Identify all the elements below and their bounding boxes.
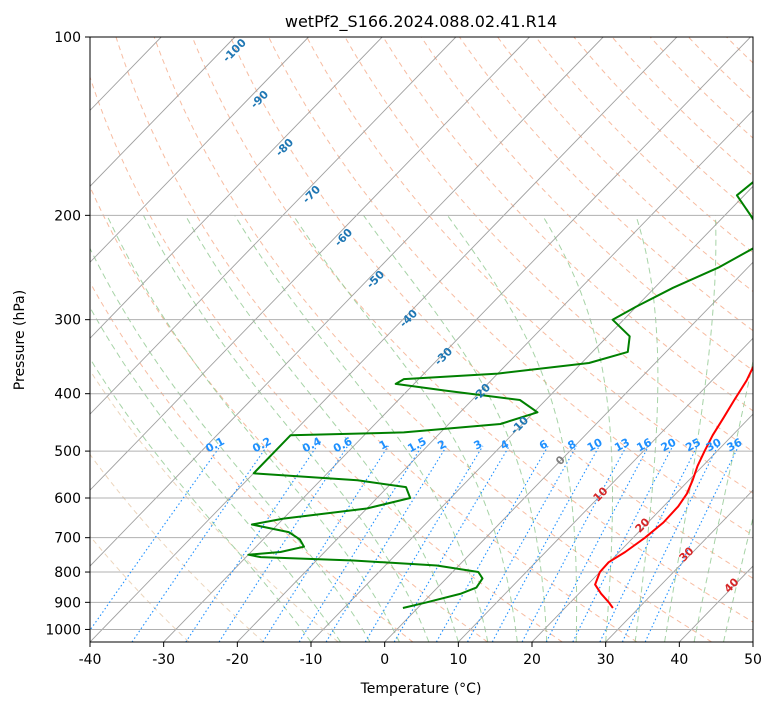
y-axis-title: Pressure (hPa) bbox=[12, 290, 28, 390]
mixing-ratio-line bbox=[521, 445, 628, 642]
x-axis-title: Temperature (°C) bbox=[360, 681, 482, 697]
x-tick-label: -10 bbox=[300, 652, 323, 668]
y-tick-label: 800 bbox=[54, 565, 81, 581]
y-tick-label: 600 bbox=[54, 491, 81, 507]
moist-adiabat-line bbox=[234, 215, 489, 642]
mixing-ratio-label: 30 bbox=[704, 436, 724, 455]
moist-adiabat-line bbox=[446, 215, 578, 642]
isotherms bbox=[90, 37, 753, 642]
moist-adiabat-line bbox=[90, 306, 341, 642]
moist-adiabat-line bbox=[106, 215, 400, 642]
y-tick-label: 1000 bbox=[45, 622, 81, 638]
dry-adiabat-line bbox=[115, 37, 638, 642]
mixing-ratio-line bbox=[545, 445, 650, 642]
mixing-ratio-line bbox=[393, 445, 510, 642]
y-axis-ticks: 100 200 300 400 500 600 700 800 900 1000 bbox=[45, 30, 90, 638]
x-tick-label: 50 bbox=[744, 652, 762, 668]
dry-adiabat-line bbox=[90, 535, 190, 642]
mixing-ratio-label: 16 bbox=[634, 436, 654, 455]
mixing-ratio-line bbox=[435, 445, 549, 642]
dry-adiabat-line bbox=[90, 75, 563, 642]
dry-adiabat-line bbox=[573, 37, 753, 215]
isotherm-line bbox=[310, 185, 753, 642]
dry-adiabat-line bbox=[611, 37, 753, 177]
mixing-ratio-line bbox=[572, 445, 674, 642]
mixing-ratio-lines bbox=[90, 445, 740, 642]
dry-adiabat-line bbox=[268, 37, 753, 536]
x-tick-label: 0 bbox=[380, 652, 389, 668]
moist-adiabat-line bbox=[184, 215, 459, 642]
mixing-ratio-line bbox=[185, 445, 318, 642]
isotherm-line bbox=[90, 37, 457, 415]
x-tick-label: -20 bbox=[226, 652, 249, 668]
isotherm-line bbox=[90, 37, 678, 642]
isotherm-line bbox=[163, 37, 751, 642]
mixing-ratio-line bbox=[644, 445, 740, 642]
mixing-ratio-label: 13 bbox=[612, 436, 632, 455]
isotherm-line bbox=[90, 37, 530, 491]
dry-adiabat-line bbox=[306, 37, 753, 494]
x-axis-ticks: -40 -30 -20 -10 0 10 20 30 40 50 bbox=[79, 642, 762, 668]
dry-adiabat-line bbox=[153, 37, 712, 642]
isotherm-line bbox=[237, 109, 753, 642]
mixing-ratio-label: 25 bbox=[683, 436, 703, 455]
x-tick-label: -30 bbox=[152, 652, 175, 668]
y-tick-label: 300 bbox=[54, 313, 81, 329]
isotherm-line bbox=[531, 413, 753, 642]
dry-adiabat-line bbox=[191, 37, 753, 623]
isotherm-line bbox=[90, 37, 383, 339]
dry-adiabat-line bbox=[458, 37, 753, 332]
x-tick-label: 40 bbox=[670, 652, 688, 668]
isotherm-line bbox=[90, 37, 236, 187]
dry-adiabat-line bbox=[420, 37, 753, 372]
temperature-line bbox=[594, 364, 753, 609]
y-tick-label: 200 bbox=[54, 208, 81, 224]
dry-adiabat-line bbox=[382, 37, 753, 412]
moist-adiabat-line bbox=[90, 357, 312, 642]
moist-adiabat-line bbox=[634, 215, 659, 642]
mixing-ratio-line bbox=[491, 445, 600, 642]
isotherm-line bbox=[384, 261, 753, 642]
moist-adiabat-line bbox=[363, 215, 548, 642]
dry-adiabat-line bbox=[90, 185, 488, 642]
mixing-ratio-line bbox=[262, 445, 389, 642]
dry-adiabat-line bbox=[230, 37, 753, 579]
x-tick-label: 10 bbox=[449, 652, 467, 668]
isotherm-line bbox=[90, 37, 604, 567]
isotherm-line bbox=[605, 489, 753, 642]
plot-area: 0.1 0.2 0.4 0.6 1 1.5 2 3 4 6 8 10 13 16 20 25 30 36-100-… bbox=[90, 37, 753, 642]
mixing-ratio-label: 20 bbox=[659, 436, 679, 455]
dry-adiabat-line bbox=[90, 281, 414, 642]
mixing-ratio-label: 10 bbox=[585, 436, 605, 455]
isotherm-line bbox=[90, 37, 309, 263]
chart-title: wetPf2_S166.2024.088.02.41.R14 bbox=[285, 12, 557, 32]
y-tick-label: 900 bbox=[54, 595, 81, 611]
moist-adiabat-line bbox=[541, 215, 613, 642]
mixing-ratio-line bbox=[218, 445, 349, 642]
mixing-ratio-label: 36 bbox=[725, 436, 745, 455]
x-tick-label: -40 bbox=[79, 652, 102, 668]
mixing-ratio-line bbox=[298, 445, 423, 642]
mixing-ratio-line bbox=[621, 445, 719, 642]
x-tick-label: 20 bbox=[523, 652, 541, 668]
isotherm-line bbox=[458, 337, 753, 642]
mixing-ratio-line bbox=[599, 445, 698, 642]
pressure-gridlines bbox=[90, 37, 753, 630]
dry-adiabats bbox=[90, 37, 753, 642]
y-tick-label: 100 bbox=[54, 30, 81, 46]
mixing-ratio-line bbox=[467, 445, 578, 642]
data-series bbox=[247, 180, 753, 609]
x-tick-label: 30 bbox=[597, 652, 615, 668]
y-tick-label: 700 bbox=[54, 531, 81, 547]
y-tick-label: 500 bbox=[54, 444, 81, 460]
plot-frame bbox=[89, 36, 754, 643]
dewpoint-line bbox=[247, 180, 753, 609]
y-tick-label: 400 bbox=[54, 387, 81, 403]
